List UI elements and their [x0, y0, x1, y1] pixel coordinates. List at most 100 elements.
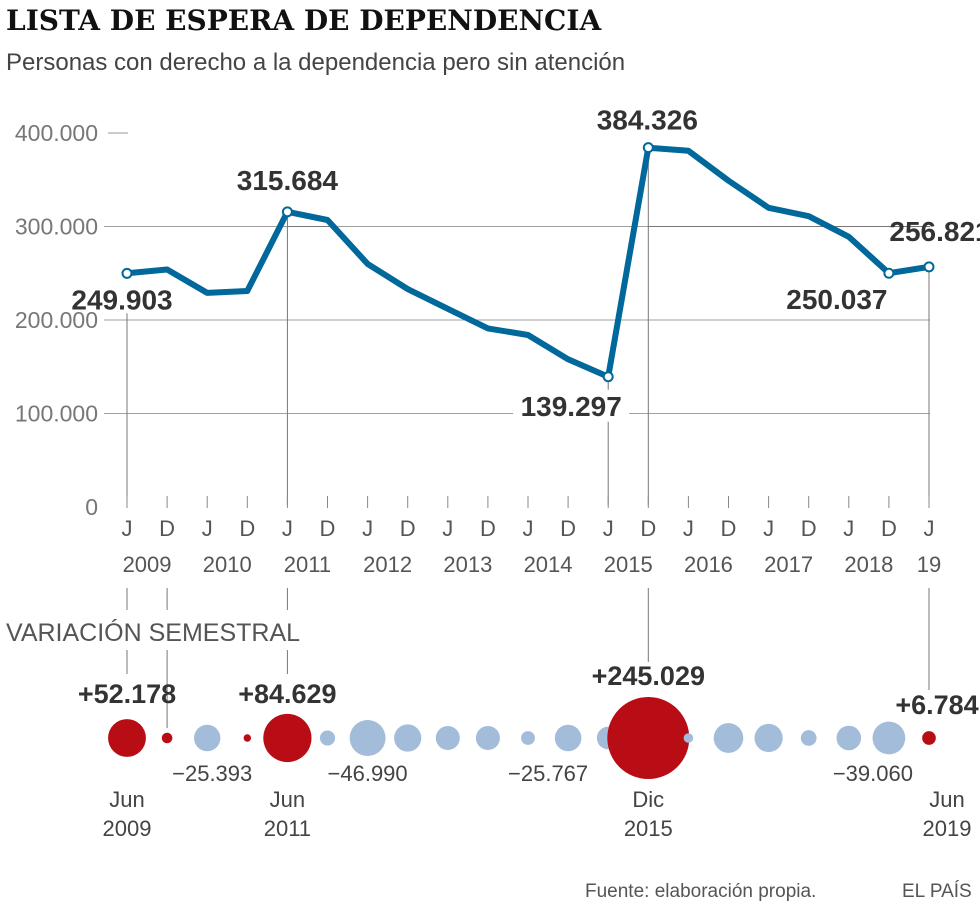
- variation-bubble: [713, 723, 744, 753]
- source-note: Fuente: elaboración propia.: [585, 881, 816, 902]
- variation-bubbles: [108, 697, 936, 779]
- variation-section-title: VARIACIÓN SEMESTRAL: [6, 618, 300, 647]
- variation-bubble: [872, 721, 906, 755]
- variation-bubble: [319, 730, 336, 746]
- x-year-label: 19: [917, 552, 941, 577]
- x-tick-label: J: [523, 516, 534, 541]
- x-tick-label: J: [362, 516, 373, 541]
- highlight-point: [642, 142, 654, 154]
- point-value-label: 315.684: [237, 165, 339, 196]
- variation-value-label: −25.767: [508, 761, 588, 786]
- x-year-label: 2018: [844, 552, 893, 577]
- variation-bubble: [554, 724, 582, 752]
- variation-value-label: −46.990: [328, 761, 408, 786]
- variation-bubble: [243, 734, 252, 742]
- highlight-point: [121, 267, 133, 279]
- x-tick-label: J: [603, 516, 614, 541]
- date-year-label: 2019: [923, 816, 972, 841]
- x-tick-label: D: [640, 516, 656, 541]
- x-tick-label: D: [560, 516, 576, 541]
- point-value-label: 249.903: [71, 284, 172, 315]
- y-tick-label: 200.000: [15, 307, 98, 333]
- point-value-label: 384.326: [597, 105, 698, 136]
- x-tick-label: J: [442, 516, 453, 541]
- brand-logo: EL PAÍS: [902, 881, 972, 902]
- x-year-label: 2014: [524, 552, 573, 577]
- x-tick-label: D: [480, 516, 496, 541]
- x-year-label: 2012: [363, 552, 412, 577]
- variation-bubble: [800, 730, 817, 746]
- variation-value-label: +84.629: [238, 679, 336, 709]
- x-year-label: 2009: [123, 552, 172, 577]
- x-year-label: 2017: [764, 552, 813, 577]
- date-month-label: Jun: [929, 787, 964, 812]
- series-line: [124, 144, 932, 380]
- label-background: [513, 389, 630, 422]
- x-axis-ticks: J D J D J D J D J D J D J D J D J D J D J 2009 2010 2011 2012 201…: [122, 496, 941, 577]
- x-year-label: 2010: [203, 552, 252, 577]
- variation-bubble: [475, 725, 500, 751]
- variation-bubble: [108, 719, 146, 757]
- y-axis-ticks: 0 100.000 200.000 300.000 400.000: [15, 120, 98, 520]
- x-tick-label: J: [122, 516, 133, 541]
- x-tick-label: J: [202, 516, 213, 541]
- x-year-label: 2016: [684, 552, 733, 577]
- highlight-point: [602, 371, 614, 383]
- date-year-label: 2015: [624, 816, 673, 841]
- x-tick-label: D: [159, 516, 175, 541]
- point-value-label: 139.297: [521, 391, 622, 422]
- variation-bubble: [435, 725, 460, 751]
- variation-value-label: +52.178: [78, 679, 176, 709]
- date-year-label: 2011: [264, 816, 311, 841]
- variation-bubble: [394, 724, 422, 752]
- point-value-label: 250.037: [786, 284, 887, 315]
- variation-value-label: +6.784: [895, 690, 978, 720]
- variation-value-label: +245.029: [592, 661, 705, 691]
- x-tick-label: D: [400, 516, 416, 541]
- variation-bubble: [161, 732, 173, 744]
- chart-subtitle: Personas con derecho a la dependencia pe…: [6, 49, 625, 76]
- date-month-label: Jun: [109, 787, 144, 812]
- x-tick-label: J: [843, 516, 854, 541]
- highlight-point: [883, 267, 895, 279]
- variation-value-label: −25.393: [172, 761, 252, 786]
- x-year-label: 2015: [604, 552, 653, 577]
- point-labels: 249.903 315.684 139.297 384.326 250.037 256.8…: [71, 105, 980, 422]
- variation-bubble: [836, 725, 862, 751]
- x-tick-label: D: [320, 516, 336, 541]
- highlight-point: [281, 206, 293, 218]
- x-tick-label: J: [683, 516, 694, 541]
- x-tick-label: J: [282, 516, 293, 541]
- variation-value-label: −39.060: [833, 761, 913, 786]
- variation-bubble: [263, 713, 312, 763]
- y-tick-label: 0: [85, 494, 98, 520]
- variation-labels: +52.178 −25.393 +84.629 −46.990 −25.767 +245.…: [78, 661, 979, 786]
- date-year-label: 2009: [103, 816, 152, 841]
- x-tick-label: D: [881, 516, 897, 541]
- y-tick-label: 100.000: [15, 401, 98, 427]
- variation-bubble: [683, 733, 694, 743]
- x-tick-label: D: [721, 516, 737, 541]
- x-tick-label: D: [239, 516, 255, 541]
- date-month-label: Dic: [632, 787, 664, 812]
- x-year-label: 2013: [443, 552, 492, 577]
- variation-bubble: [521, 731, 535, 745]
- variation-bubble: [194, 724, 221, 752]
- x-tick-label: J: [763, 516, 774, 541]
- y-tick-label: 400.000: [15, 120, 98, 146]
- variation-bubble: [754, 723, 783, 753]
- highlight-point: [923, 261, 935, 273]
- line-series: [124, 144, 932, 380]
- variation-bubble: [607, 697, 690, 779]
- point-value-label: 256.821: [889, 216, 980, 247]
- date-month-label: Jun: [270, 787, 305, 812]
- y-tick-label: 300.000: [15, 214, 98, 240]
- variation-bubble: [922, 731, 936, 745]
- highlighted-points: [121, 142, 935, 383]
- variation-bubble: [349, 720, 386, 756]
- x-year-label: 2011: [284, 552, 331, 577]
- x-tick-label: D: [801, 516, 817, 541]
- gridlines: [104, 132, 930, 414]
